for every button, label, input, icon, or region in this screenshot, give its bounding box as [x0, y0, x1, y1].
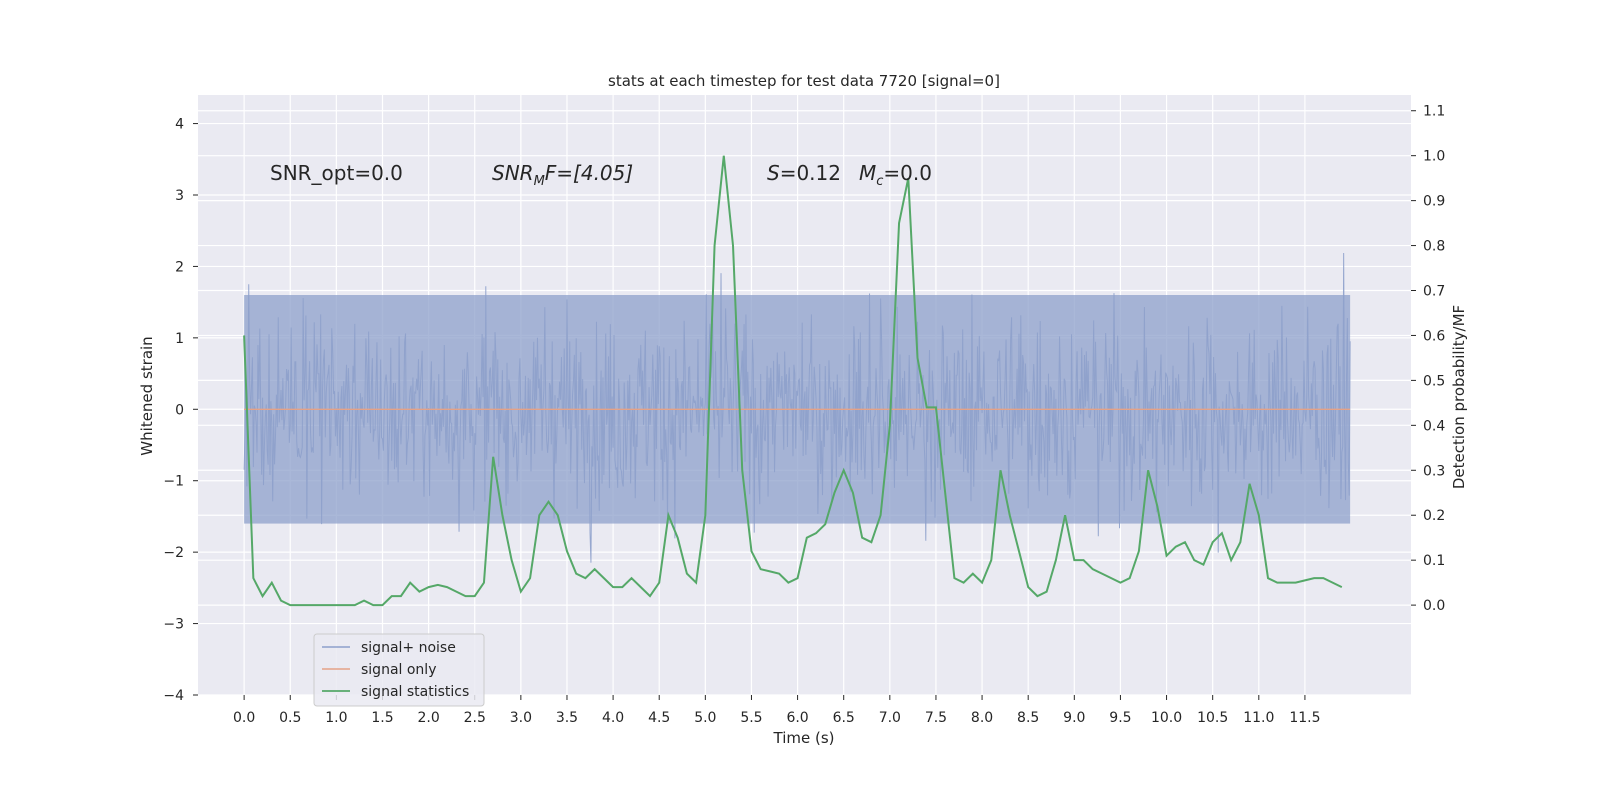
x-axis-ticks: 0.0 0.5 1.0 1.5 2.0 2.5 3.0 3.5 4.0 4.5 5.0 5.5 6.0 6…	[233, 695, 1321, 726]
yl-tick-label-8: −4	[163, 688, 184, 704]
x-tick-label-4: 2.0	[417, 710, 439, 726]
x-tick-label-21: 10.5	[1197, 710, 1228, 726]
chart-title: stats at each timestep for test data 772…	[608, 72, 1000, 90]
yr-tick-label-10: 0.1	[1423, 553, 1445, 569]
x-tick-label-9: 4.5	[648, 710, 670, 726]
x-tick-label-17: 8.5	[1017, 710, 1039, 726]
left-axis-ticks: 4 3 2 1 0 −1 −2 −3 −4	[163, 117, 198, 704]
x-tick-label-15: 7.5	[925, 710, 947, 726]
yl-tick-label-2: 2	[175, 259, 184, 275]
x-tick-label-8: 4.0	[602, 710, 624, 726]
yr-tick-label-4: 0.7	[1423, 284, 1445, 300]
annotation-snr-opt: SNR_opt=0.0	[270, 161, 403, 185]
yl-tick-label-1: 3	[175, 188, 184, 204]
legend: signal+ noise signal only signal statist…	[313, 633, 485, 707]
x-tick-label-7: 3.5	[556, 710, 578, 726]
annotation-snr-mf-rest: F=[4.05]	[545, 161, 633, 185]
annotation-snr-mf-main: SNR	[492, 161, 534, 185]
yl-tick-label-3: 1	[175, 331, 184, 347]
legend-box	[313, 633, 485, 707]
annotation-s: S=0.12	[767, 161, 841, 185]
legend-label-signal-only: signal only	[361, 662, 436, 678]
x-tick-label-5: 2.5	[464, 710, 486, 726]
x-tick-label-11: 5.5	[740, 710, 762, 726]
x-tick-label-14: 7.0	[879, 710, 901, 726]
x-tick-label-1: 0.5	[279, 710, 301, 726]
x-tick-label-19: 9.5	[1109, 710, 1131, 726]
x-tick-label-3: 1.5	[371, 710, 393, 726]
yr-tick-label-8: 0.3	[1423, 463, 1445, 479]
noise-series	[243, 253, 1351, 563]
annotation-mc: Mc=0.0	[859, 161, 932, 189]
legend-label-noise: signal+ noise	[361, 640, 456, 656]
signal-statistics-series	[243, 155, 1343, 607]
annotation-mc-main: M	[859, 161, 876, 185]
annotation-snr-mf-sub: M	[534, 174, 545, 189]
x-tick-label-12: 6.0	[786, 710, 808, 726]
x-tick-label-20: 10.0	[1151, 710, 1182, 726]
annotation-snr-mf: SNRMF=[4.05]	[492, 161, 633, 189]
x-tick-label-23: 11.5	[1289, 710, 1320, 726]
right-axis-label: Detection probability/MF	[1450, 305, 1468, 489]
annotation-s-rest: =0.12	[780, 161, 841, 185]
x-tick-label-18: 9.0	[1063, 710, 1085, 726]
yr-tick-label-1: 1.0	[1423, 149, 1445, 165]
yl-tick-label-0: 4	[175, 117, 184, 133]
yr-tick-label-6: 0.5	[1423, 373, 1445, 389]
yr-tick-label-11: 0.0	[1423, 598, 1445, 614]
yr-tick-label-7: 0.4	[1423, 418, 1445, 434]
x-tick-label-6: 3.0	[510, 710, 532, 726]
annotation-s-main: S	[767, 161, 780, 185]
annotation-mc-rest: =0.0	[883, 161, 932, 185]
yl-tick-label-5: −1	[163, 474, 184, 490]
left-axis-label: Whitened strain	[138, 336, 156, 455]
yr-tick-label-9: 0.2	[1423, 508, 1445, 524]
x-axis-label: Time (s)	[773, 729, 835, 747]
yl-tick-label-6: −2	[163, 545, 184, 561]
annotation-mc-sub: c	[876, 174, 883, 189]
x-tick-label-10: 5.0	[694, 710, 716, 726]
yr-tick-label-5: 0.6	[1423, 328, 1445, 344]
x-tick-label-16: 8.0	[971, 710, 993, 726]
yr-tick-label-3: 0.8	[1423, 239, 1445, 255]
right-axis-ticks: 1.1 1.0 0.9 0.8 0.7 0.6 0.5 0.4 0.3 0.2 0.1 0.0	[1411, 104, 1445, 614]
x-tick-label-0: 0.0	[233, 710, 255, 726]
yl-tick-label-4: 0	[175, 402, 184, 418]
yr-tick-label-0: 1.1	[1423, 104, 1445, 120]
yl-tick-label-7: −3	[163, 617, 184, 633]
legend-label-statistics: signal statistics	[361, 684, 469, 700]
yr-tick-label-2: 0.9	[1423, 194, 1445, 210]
x-tick-label-13: 6.5	[833, 710, 855, 726]
x-tick-label-2: 1.0	[325, 710, 347, 726]
x-tick-label-22: 11.0	[1243, 710, 1274, 726]
